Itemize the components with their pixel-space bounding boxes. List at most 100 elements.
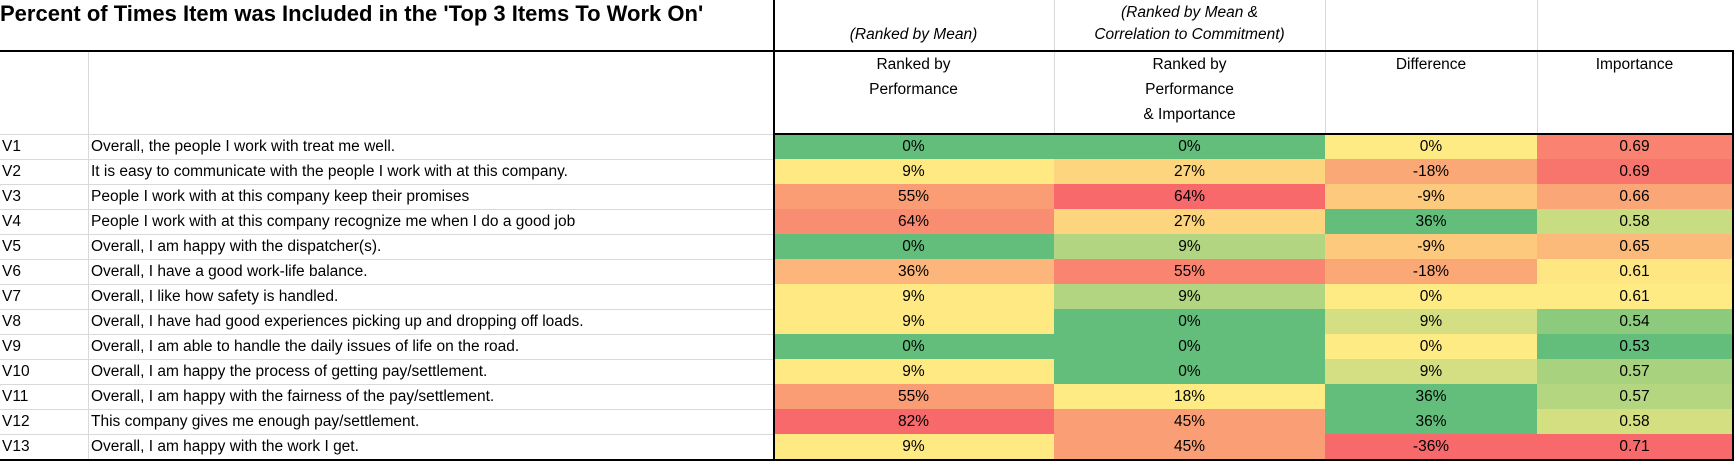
row-id: V10 [2, 363, 30, 380]
row-id: V2 [2, 163, 21, 180]
value-cell-perf-imp: 45% [1054, 409, 1325, 434]
gridline [0, 284, 773, 285]
row-id: V4 [2, 213, 21, 230]
row-item-text: People I work with at this company keep … [91, 188, 470, 205]
row-item-text: Overall, I like how safety is handled. [91, 288, 339, 305]
gridline [1325, 0, 1326, 134]
value-cell-perf-imp: 9% [1054, 234, 1325, 259]
row-item-text: Overall, I am happy with the dispatcher(… [91, 238, 382, 255]
row-id: V1 [2, 138, 21, 155]
row-id: V5 [2, 238, 21, 255]
gridline [0, 434, 773, 435]
value-cell-perf-imp: 0% [1054, 134, 1325, 159]
value-cell-diff: -18% [1325, 259, 1537, 284]
gridline [88, 52, 89, 459]
sheet-title: Percent of Times Item was Included in th… [0, 1, 704, 26]
row-id: V8 [2, 313, 21, 330]
row-item-text: This company gives me enough pay/settlem… [91, 413, 420, 430]
value-cell-importance: 0.61 [1537, 284, 1732, 309]
row-item-text: Overall, I am happy with the fairness of… [91, 388, 495, 405]
column-header-difference: Difference [1395, 56, 1467, 73]
row-item-text: Overall, I have had good experiences pic… [91, 313, 584, 330]
column-header-importance: Importance [1595, 56, 1674, 73]
value-cell-diff: -9% [1325, 234, 1537, 259]
value-cell-perf: 9% [773, 359, 1054, 384]
subheader-mean-corr-line1: (Ranked by Mean & [1121, 4, 1258, 21]
value-cell-importance: 0.61 [1537, 259, 1732, 284]
value-cell-perf-imp: 64% [1054, 184, 1325, 209]
value-cell-perf-imp: 27% [1054, 159, 1325, 184]
gridline [0, 259, 773, 260]
value-cell-diff: 0% [1325, 284, 1537, 309]
value-cell-diff: 9% [1325, 309, 1537, 334]
row-item-text: Overall, I am happy with the work I get. [91, 438, 359, 455]
gridline [0, 334, 773, 335]
value-cell-perf-imp: 0% [1054, 309, 1325, 334]
column-header-performance-importance: Ranked by Performance & Importance [1143, 56, 1236, 123]
value-cell-perf: 9% [773, 159, 1054, 184]
value-cell-perf: 36% [773, 259, 1054, 284]
gridline [1537, 0, 1538, 134]
value-cell-perf-imp: 18% [1054, 384, 1325, 409]
value-cell-perf: 55% [773, 184, 1054, 209]
value-cell-perf: 9% [773, 434, 1054, 459]
value-cell-perf-imp: 9% [1054, 284, 1325, 309]
data-border-left [773, 0, 775, 461]
subheader-mean-corr-line2: Correlation to Commitment) [1094, 26, 1285, 43]
row-item-text: Overall, I am happy the process of getti… [91, 363, 488, 380]
gridline [0, 359, 773, 360]
data-border-right [1732, 50, 1734, 461]
value-cell-importance: 0.58 [1537, 409, 1732, 434]
value-cell-importance: 0.54 [1537, 309, 1732, 334]
row-item-text: It is easy to communicate with the peopl… [91, 163, 568, 180]
value-cell-diff: 0% [1325, 334, 1537, 359]
value-cell-perf-imp: 45% [1054, 434, 1325, 459]
value-cell-diff: -36% [1325, 434, 1537, 459]
data-border-top [773, 133, 1734, 135]
table-border-bottom [0, 459, 1734, 461]
value-cell-diff: 0% [1325, 134, 1537, 159]
value-cell-importance: 0.66 [1537, 184, 1732, 209]
value-cell-perf-imp: 27% [1054, 209, 1325, 234]
row-item-text: Overall, I have a good work-life balance… [91, 263, 368, 280]
value-cell-importance: 0.58 [1537, 209, 1732, 234]
value-cell-diff: 36% [1325, 384, 1537, 409]
value-cell-perf-imp: 0% [1054, 334, 1325, 359]
value-cell-importance: 0.65 [1537, 234, 1732, 259]
row-item-text: Overall, the people I work with treat me… [91, 138, 396, 155]
value-cell-perf: 9% [773, 309, 1054, 334]
value-cell-perf: 9% [773, 284, 1054, 309]
value-cell-diff: -9% [1325, 184, 1537, 209]
value-cell-diff: -18% [1325, 159, 1537, 184]
row-id: V13 [2, 438, 30, 455]
row-id: V3 [2, 188, 21, 205]
value-cell-diff: 36% [1325, 409, 1537, 434]
gridline [0, 384, 773, 385]
gridline [0, 409, 773, 410]
value-cell-perf: 0% [773, 234, 1054, 259]
gridline [0, 234, 773, 235]
gridline [0, 134, 773, 135]
row-id: V7 [2, 288, 21, 305]
gridline [0, 309, 773, 310]
value-cell-perf: 0% [773, 334, 1054, 359]
value-cell-perf-imp: 55% [1054, 259, 1325, 284]
row-id: V11 [2, 388, 29, 405]
value-cell-diff: 9% [1325, 359, 1537, 384]
value-cell-importance: 0.69 [1537, 159, 1732, 184]
header-border-top [0, 50, 1732, 52]
subheader-ranked-by-mean: (Ranked by Mean) [849, 26, 978, 43]
value-cell-perf: 0% [773, 134, 1054, 159]
gridline [0, 184, 773, 185]
value-cell-perf: 82% [773, 409, 1054, 434]
value-cell-perf: 64% [773, 209, 1054, 234]
value-cell-importance: 0.53 [1537, 334, 1732, 359]
row-item-text: People I work with at this company recog… [91, 213, 576, 230]
value-cell-importance: 0.71 [1537, 434, 1732, 459]
gridline [0, 159, 773, 160]
value-cell-importance: 0.69 [1537, 134, 1732, 159]
value-cell-diff: 36% [1325, 209, 1537, 234]
gridline [1054, 0, 1055, 134]
value-cell-perf: 55% [773, 384, 1054, 409]
